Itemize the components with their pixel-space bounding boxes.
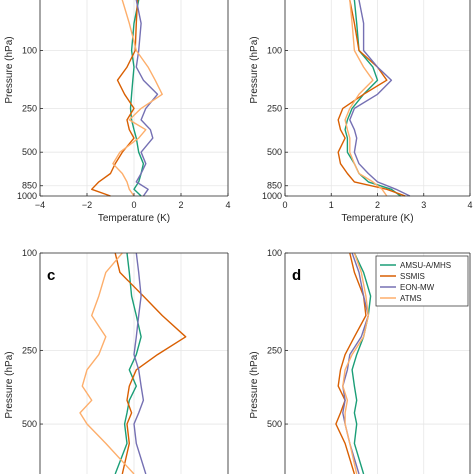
x-tick-label: 4	[225, 200, 230, 210]
legend: AMSU-A/MHS SSMIS EON-MW ATMS	[375, 255, 469, 307]
panel-label: d	[292, 267, 301, 284]
y-tick-label: 1000	[262, 191, 282, 201]
x-axis-label: Temperature (K)	[341, 213, 413, 224]
legend-label: EON-MW	[400, 283, 435, 292]
series-line-1	[344, 0, 402, 197]
y-tick-label: 100	[22, 46, 37, 56]
y-axis-label: Pressure (hPa)	[249, 351, 260, 418]
x-tick-label: 4	[467, 200, 472, 210]
x-tick-label: 2	[375, 200, 380, 210]
x-tick-label: 0	[282, 200, 287, 210]
x-tick-label: 2	[178, 200, 183, 210]
series-line-4	[112, 0, 163, 197]
panel-label: c	[47, 267, 55, 284]
x-tick-label: 0	[131, 200, 136, 210]
series-line-2	[90, 0, 139, 197]
y-tick-label: 250	[267, 103, 282, 113]
y-tick-label: 500	[22, 147, 37, 157]
legend-label: AMSU-A/MHS	[400, 261, 451, 270]
y-tick-label: 500	[267, 147, 282, 157]
y-tick-label: 250	[22, 345, 37, 355]
legend-label: ATMS	[400, 294, 422, 303]
y-tick-label: 500	[22, 419, 37, 429]
series-line-4	[344, 0, 388, 197]
y-tick-label: 1000	[17, 191, 37, 201]
x-tick-label: 1	[329, 200, 334, 210]
x-tick-label: 3	[421, 200, 426, 210]
x-tick-label: −4	[35, 200, 45, 210]
series-line-1	[351, 252, 372, 474]
series-line-4	[79, 252, 135, 474]
series-line-1	[114, 252, 142, 474]
x-axis-label: Temperature (K)	[98, 213, 170, 224]
series-line-3	[133, 252, 147, 474]
y-axis-label: Pressure (hPa)	[249, 36, 260, 103]
series-line-1	[129, 0, 145, 197]
y-tick-label: 250	[267, 345, 282, 355]
y-tick-label: 850	[22, 181, 37, 191]
legend-label: SSMIS	[400, 272, 425, 281]
y-axis-label: Pressure (hPa)	[4, 351, 15, 418]
y-axis-label: Pressure (hPa)	[4, 36, 15, 103]
panel-4: 100 250 500 Pressure (hPa) d AMSU-A/MHS SSMIS E…	[249, 248, 471, 474]
y-tick-label: 100	[267, 248, 282, 258]
series-line-3	[349, 0, 411, 197]
x-tick-label: −2	[82, 200, 92, 210]
y-tick-label: 500	[267, 419, 282, 429]
y-tick-label: 100	[22, 248, 37, 258]
series-line-2	[114, 252, 187, 474]
y-tick-label: 250	[22, 103, 37, 113]
y-tick-label: 850	[267, 181, 282, 191]
y-tick-label: 100	[267, 46, 282, 56]
series-line-2	[337, 0, 406, 197]
series-line-4	[342, 252, 369, 474]
panel-3: 100 250 500 Pressure (hPa) c	[4, 248, 229, 474]
series-line-3	[135, 0, 159, 197]
